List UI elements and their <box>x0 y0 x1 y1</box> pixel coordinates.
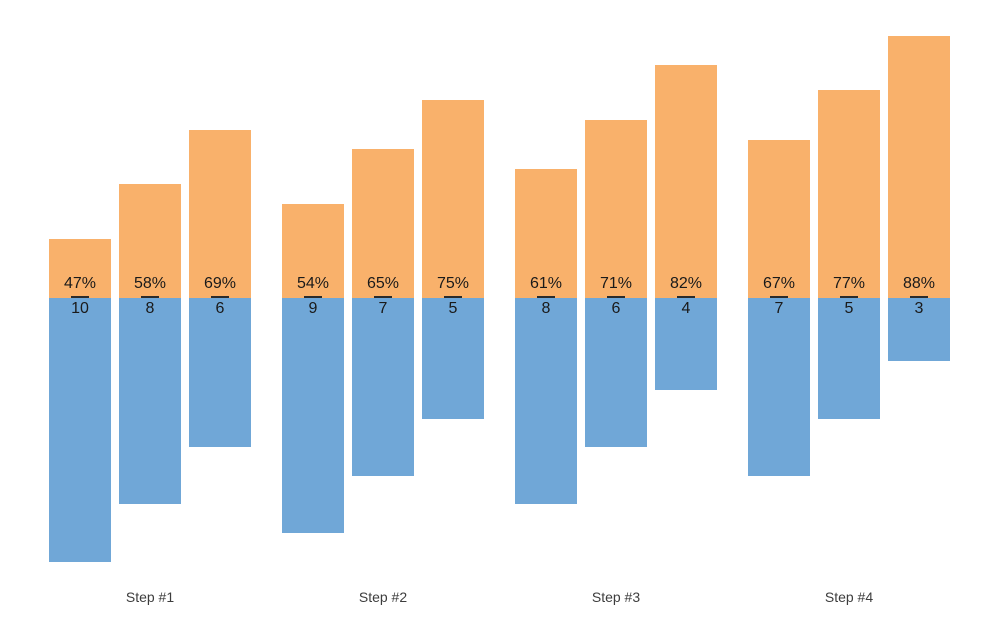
fraction-line <box>537 296 555 298</box>
count-label: 5 <box>844 300 854 317</box>
count-label: 8 <box>145 300 155 317</box>
above-bar <box>282 204 344 298</box>
pct-label: 82% <box>669 275 703 292</box>
pct-label: 61% <box>529 275 563 292</box>
below-bar <box>888 298 950 361</box>
pct-label: 47% <box>63 275 97 292</box>
fraction-line <box>444 296 462 298</box>
category-label: Step #2 <box>358 589 408 605</box>
above-bar <box>515 169 577 298</box>
count-label: 8 <box>541 300 551 317</box>
count-label: 7 <box>378 300 388 317</box>
above-bar <box>49 239 111 298</box>
above-bar <box>585 120 647 298</box>
below-bar <box>655 298 717 390</box>
fraction-line <box>374 296 392 298</box>
count-label: 4 <box>681 300 691 317</box>
above-bar <box>119 184 181 298</box>
fraction-line <box>304 296 322 298</box>
category-label: Step #1 <box>125 589 175 605</box>
count-label: 10 <box>71 300 89 317</box>
pct-label: 75% <box>436 275 470 292</box>
count-label: 6 <box>611 300 621 317</box>
fraction-line <box>211 296 229 298</box>
pct-label: 67% <box>762 275 796 292</box>
pct-label: 65% <box>366 275 400 292</box>
below-bar <box>119 298 181 504</box>
fraction-line <box>607 296 625 298</box>
count-label: 7 <box>774 300 784 317</box>
fraction-line <box>910 296 928 298</box>
count-label: 5 <box>448 300 458 317</box>
fraction-line <box>141 296 159 298</box>
pct-label: 54% <box>296 275 330 292</box>
category-label: Step #3 <box>591 589 641 605</box>
above-bar <box>352 149 414 298</box>
count-label: 3 <box>914 300 924 317</box>
below-bar <box>352 298 414 476</box>
above-bar <box>422 100 484 298</box>
above-bar <box>748 140 810 298</box>
fraction-line <box>840 296 858 298</box>
count-label: 6 <box>215 300 225 317</box>
below-bar <box>748 298 810 476</box>
below-bar <box>515 298 577 504</box>
above-bar <box>818 90 880 298</box>
fraction-line <box>71 296 89 298</box>
category-label: Step #4 <box>824 589 874 605</box>
pct-label: 71% <box>599 275 633 292</box>
fraction-line <box>677 296 695 298</box>
pct-label: 88% <box>902 275 936 292</box>
above-bar <box>888 36 950 298</box>
above-bar <box>655 65 717 298</box>
below-bar <box>49 298 111 562</box>
below-bar <box>282 298 344 533</box>
pct-label: 58% <box>133 275 167 292</box>
below-bar <box>585 298 647 447</box>
fraction-line <box>770 296 788 298</box>
below-bar <box>818 298 880 419</box>
pct-label: 69% <box>203 275 237 292</box>
pct-label: 77% <box>832 275 866 292</box>
above-bar <box>189 130 251 298</box>
below-bar <box>189 298 251 447</box>
count-label: 9 <box>308 300 318 317</box>
below-bar <box>422 298 484 419</box>
